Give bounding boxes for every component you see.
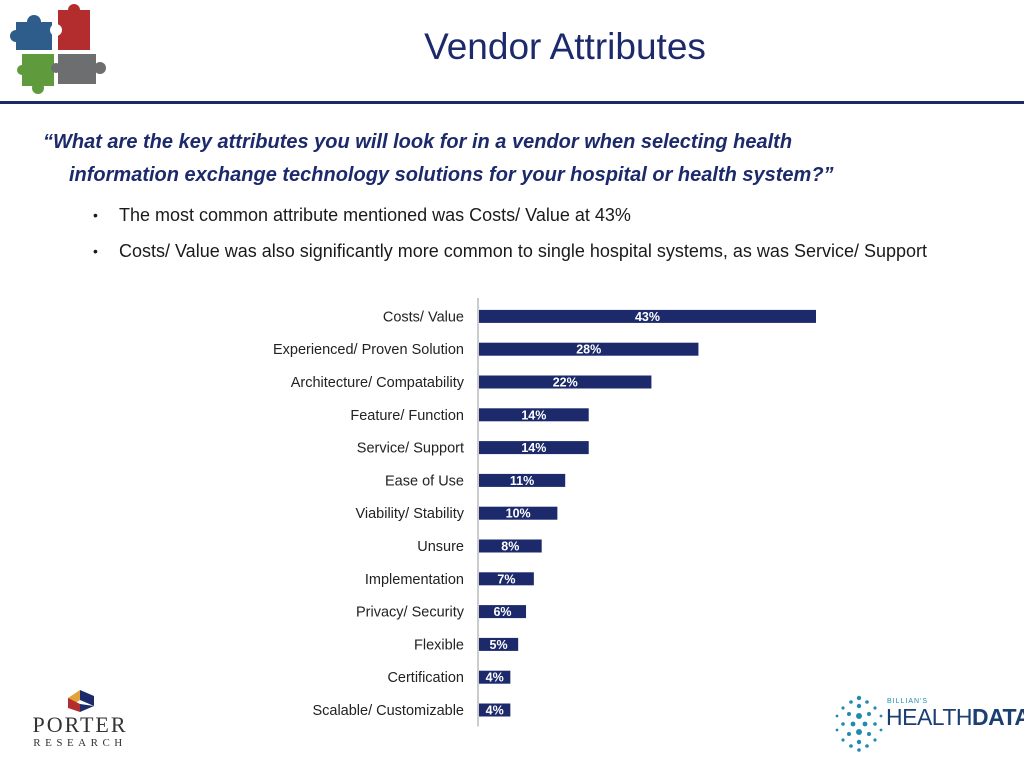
bar-value-label: 14% [521,441,546,455]
category-label: Experienced/ Proven Solution [273,342,464,358]
category-label: Certification [387,670,464,686]
bar-value-label: 10% [506,507,531,521]
bar [479,375,652,389]
category-label: Architecture/ Compatability [291,375,465,391]
bar-value-label: 6% [493,605,511,619]
bar [479,309,816,323]
bar-value-label: 43% [635,310,660,324]
bar-value-label: 5% [490,638,508,652]
healthdata-logo-data: DATA [972,704,1024,730]
bar [479,703,511,717]
bar [479,572,534,586]
category-label: Scalable/ Customizable [312,703,464,719]
bar [479,637,519,651]
bar-value-label: 14% [521,408,546,422]
bar-value-label: 7% [497,572,515,586]
healthdata-logo-health: HEALTH [886,704,973,730]
slide-title: Vendor Attributes [424,26,706,67]
category-label: Privacy/ Security [356,605,465,621]
bullet-marker: • [93,207,98,223]
porter-mark-icon [68,690,94,712]
bar-value-label: 4% [486,671,504,685]
healthdata-dots-icon [835,695,883,752]
category-label: Unsure [417,539,464,555]
bar [479,539,542,553]
bullet-text: Costs/ Value was also significantly more… [119,241,928,261]
category-label: Costs/ Value [383,309,464,325]
bullet-item: • Costs/ Value was also significantly mo… [93,237,949,266]
puzzle-piece-blue [10,15,52,50]
bar [479,342,699,356]
healthdata-logo-wordmark: HEALTHDATATM [886,704,1024,731]
healthdata-logo-prefix: BILLIAN'S [887,698,929,705]
porter-research-logo: PORTER RESEARCH [28,686,132,749]
bar-value-label: 8% [501,540,519,554]
puzzle-logo [10,4,106,94]
bullet-text: The most common attribute mentioned was … [119,205,631,225]
question-line-2: information exchange technology solution… [69,164,834,186]
category-label: Feature/ Function [350,408,464,424]
healthdata-logo: BILLIAN'S HEALTHDATATM [833,694,1024,752]
bar-value-label: 11% [510,474,534,488]
bar-value-label: 22% [553,376,578,390]
question-line-1: “What are the key attributes you will lo… [43,131,793,153]
bar [479,408,589,422]
puzzle-piece-gray [51,54,106,84]
porter-logo-subtitle: RESEARCH [33,737,127,749]
puzzle-piece-red [50,4,90,50]
bar [479,473,566,487]
category-label: Service/ Support [357,441,464,457]
header-divider [0,101,1024,104]
bullet-marker: • [93,243,98,259]
category-label: Flexible [414,637,464,653]
category-label: Viability/ Stability [355,506,464,522]
bar [479,670,511,684]
category-label: Implementation [365,572,464,588]
category-label: Ease of Use [385,473,464,489]
bullet-item: • The most common attribute mentioned wa… [93,201,949,230]
bar [479,605,527,619]
bar [479,441,589,455]
bar-value-label: 4% [486,704,504,718]
bar [479,506,558,520]
porter-logo-name: PORTER [32,712,128,737]
bar-value-label: 28% [576,343,601,357]
puzzle-piece-green [17,54,54,94]
survey-question: “What are the key attributes you will lo… [43,126,973,192]
